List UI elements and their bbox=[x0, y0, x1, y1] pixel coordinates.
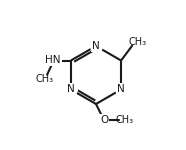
Text: CH₃: CH₃ bbox=[128, 37, 147, 47]
Text: HN: HN bbox=[45, 55, 61, 65]
Text: CH₃: CH₃ bbox=[36, 74, 54, 84]
Text: N: N bbox=[92, 41, 100, 51]
Text: N: N bbox=[67, 84, 75, 94]
Text: O: O bbox=[100, 115, 108, 125]
Text: CH₃: CH₃ bbox=[116, 115, 134, 125]
Text: N: N bbox=[117, 84, 125, 94]
